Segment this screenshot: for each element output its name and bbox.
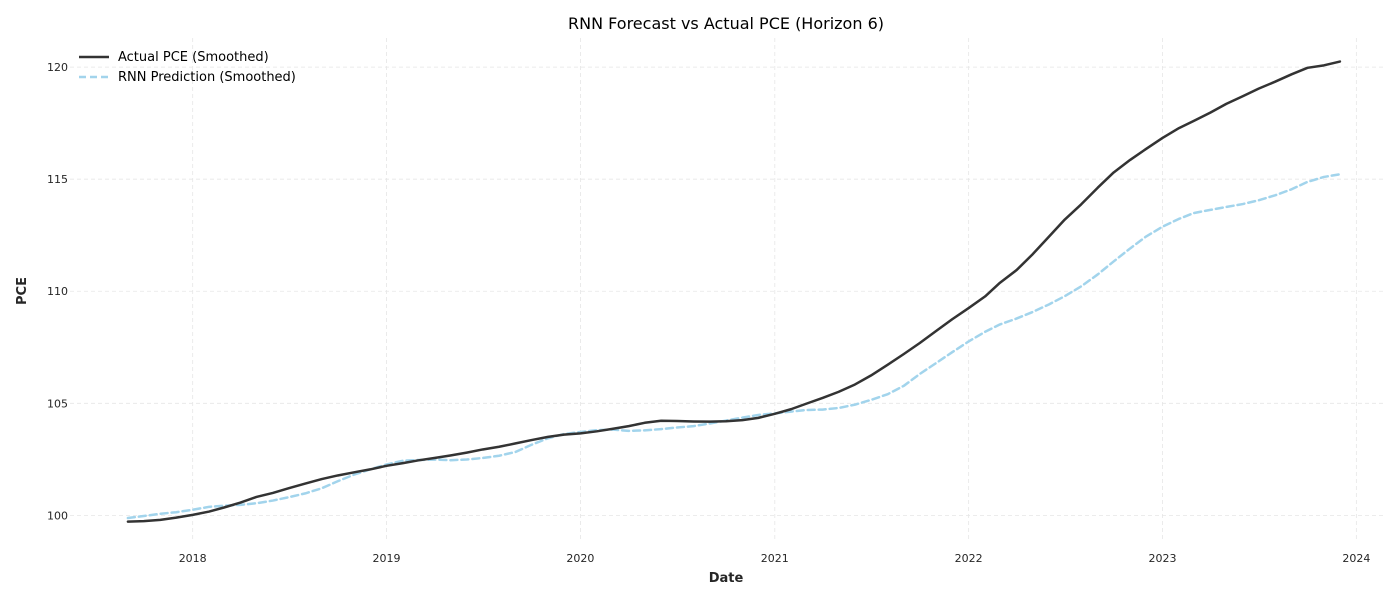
x-tick-label: 2018: [179, 552, 207, 565]
x-tick-label: 2024: [1342, 552, 1370, 565]
x-tick-label: 2023: [1149, 552, 1177, 565]
y-axis-label: PCE: [15, 277, 30, 305]
series-lines: [126, 60, 1342, 523]
legend-label-prediction: RNN Prediction (Smoothed): [118, 70, 296, 85]
chart-title: RNN Forecast vs Actual PCE (Horizon 6): [568, 14, 884, 33]
y-tick-label: 105: [47, 397, 68, 410]
y-tick-labels: 100 105 110 115 120: [47, 61, 68, 522]
x-tick-label: 2019: [373, 552, 401, 565]
y-tick-label: 100: [47, 509, 68, 522]
x-tick-label: 2021: [761, 552, 789, 565]
y-tick-label: 110: [47, 285, 68, 298]
y-tick-label: 115: [47, 173, 68, 186]
x-tick-label: 2020: [566, 552, 594, 565]
series-line-prediction: [126, 173, 1342, 520]
legend-label-actual: Actual PCE (Smoothed): [118, 50, 269, 65]
y-tick-label: 120: [47, 61, 68, 74]
grid: [70, 38, 1384, 540]
series-line-actual: [126, 60, 1342, 523]
x-tick-labels: 2018 2019 2020 2021 2022 2023 2024: [179, 552, 1371, 565]
legend: Actual PCE (Smoothed) RNN Prediction (Sm…: [79, 50, 296, 85]
x-tick-label: 2022: [955, 552, 983, 565]
x-axis-label: Date: [709, 571, 744, 586]
